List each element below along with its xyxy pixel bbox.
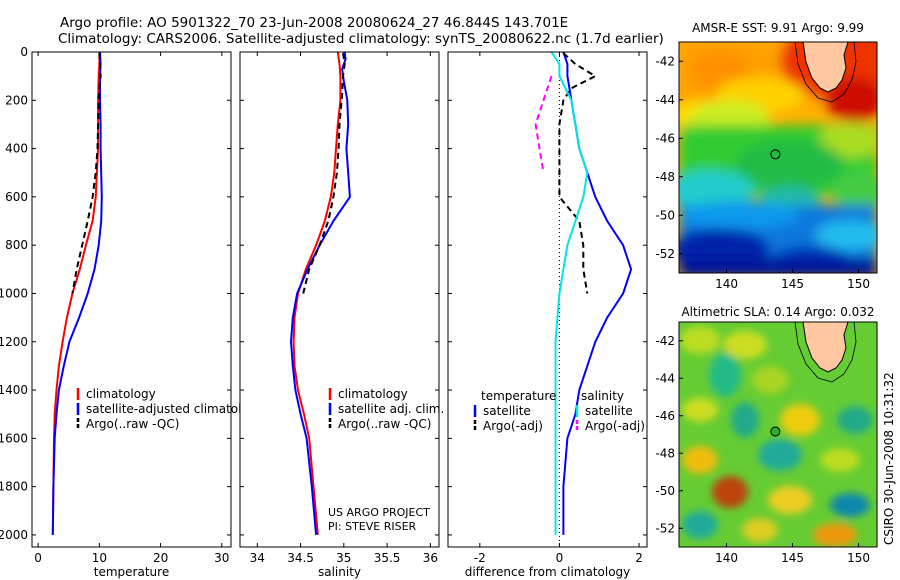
y-tick-label: -46 (655, 409, 675, 423)
legend-entry: Argo(..raw -QC) (86, 417, 179, 431)
x-tick-label: 2 (635, 551, 643, 565)
y-tick-label: -48 (655, 170, 675, 184)
legend-entry: climatology (86, 387, 156, 401)
tasmania-landmass (802, 322, 849, 373)
series-line-argo-adj (558, 52, 597, 294)
figure-title-line2: Climatology: CARS2006. Satellite-adjuste… (58, 31, 664, 47)
y-tick-label: 1200 (0, 335, 28, 349)
y-tick-label: 200 (5, 93, 28, 107)
series-line-satellite (550, 51, 589, 535)
axes-frame (239, 51, 440, 548)
temperature-profile-panel: 0 200 400 600 800 1000 1200 1400 1600 1800 2000 0 10… (0, 45, 264, 579)
y-tick-label: -50 (655, 484, 675, 498)
difference-profile-panel: -2 0 2 difference from climatology temperatu… (447, 51, 648, 579)
figure-title-line1: Argo profile: AO 5901322_70 23-Jun-2008 … (60, 15, 568, 31)
legend-heading: salinity (581, 389, 624, 403)
legend-entry: Argo(-adj) (585, 419, 645, 433)
tasmania-landmass (802, 42, 849, 93)
x-tick-label: 34.5 (287, 551, 314, 565)
x-tick-label: 150 (847, 551, 870, 565)
x-tick-label: 145 (781, 277, 804, 291)
x-tick-label: 35 (336, 551, 351, 565)
legend-entry: satellite-adjusted climatology (86, 402, 264, 416)
tasmania-isobath (794, 322, 857, 383)
x-tick-label: 30 (214, 551, 229, 565)
sla-map-panel: Altimetric SLA: 0.14 Argo: 0.032 (655, 305, 878, 565)
x-tick-label: 145 (781, 551, 804, 565)
y-tick-label: 1800 (0, 480, 28, 494)
y-tick-label: 2000 (0, 528, 28, 542)
sst-map-frame (678, 41, 878, 274)
y-tick-label: 600 (5, 190, 28, 204)
series-line-argo-raw-qc (302, 53, 346, 294)
sst-field (679, 42, 877, 273)
legend-entry: climatology (338, 387, 408, 401)
timestamp-stamp: CSIRO 30-Jun-2008 10:31:32 (882, 372, 896, 545)
sst-map-panel: AMSR-E SST: 9.91 Argo: 9.99 (655, 21, 878, 291)
legend-entry: Argo(..raw -QC) (338, 417, 431, 431)
x-axis-label: salinity (318, 565, 361, 579)
y-tick-label: 1600 (0, 431, 28, 445)
legend-heading: temperature (481, 389, 556, 403)
y-tick-label: -52 (655, 247, 675, 261)
series-line-climatology (292, 51, 342, 535)
x-tick-label: 20 (153, 551, 168, 565)
y-tick-label: -42 (655, 334, 675, 348)
x-tick-label: -2 (474, 551, 486, 565)
series-line-argo-adj (534, 75, 553, 173)
y-tick-label: -46 (655, 131, 675, 145)
x-tick-label: 150 (847, 277, 870, 291)
x-tick-label: 10 (92, 551, 107, 565)
x-tick-label: 34 (250, 551, 265, 565)
pi-label: PI: STEVE RISER (328, 520, 417, 533)
y-tick-label: -44 (655, 371, 675, 385)
x-tick-label: 36 (423, 551, 438, 565)
y-tick-label: 800 (5, 238, 28, 252)
x-tick-label: 140 (715, 277, 738, 291)
y-tick-label: -42 (655, 54, 675, 68)
x-tick-label: 0 (34, 551, 42, 565)
legend-entry: satellite adj. clim. (338, 402, 444, 416)
sla-map-title: Altimetric SLA: 0.14 Argo: 0.032 (681, 305, 874, 319)
y-tick-label: -48 (655, 446, 675, 460)
sst-map-title: AMSR-E SST: 9.91 Argo: 9.99 (692, 21, 864, 35)
sla-map-frame (678, 321, 878, 548)
y-tick-label: -44 (655, 93, 675, 107)
legend-entry: satellite (585, 404, 633, 418)
tasmania-isobath (794, 42, 857, 103)
argo-float-marker (770, 426, 781, 437)
y-tick-label: 0 (20, 45, 28, 59)
axes-frame (447, 51, 648, 548)
y-tick-label: 400 (5, 142, 28, 156)
x-tick-label: 140 (715, 551, 738, 565)
series-line-argo-raw-qc (71, 53, 102, 294)
salinity-profile-panel: 34 34.5 35 35.5 36 salinity climatologysatelli… (239, 51, 444, 579)
x-axis-label: difference from climatology (465, 565, 631, 579)
series-line-satellite-adjusted-climatology (51, 51, 103, 535)
legend-entry: satellite (483, 404, 531, 418)
y-tick-label: -52 (655, 521, 675, 535)
project-label: US ARGO PROJECT (328, 506, 430, 519)
y-tick-label: 1000 (0, 286, 28, 300)
y-tick-label: -50 (655, 208, 675, 222)
x-tick-label: 35.5 (374, 551, 401, 565)
legend-entry: Argo(-adj) (483, 419, 543, 433)
x-axis-label: temperature (94, 565, 169, 579)
x-tick-label: 0 (556, 551, 564, 565)
y-tick-label: 1400 (0, 383, 28, 397)
axes-frame (31, 51, 232, 548)
argo-float-marker (770, 149, 781, 160)
